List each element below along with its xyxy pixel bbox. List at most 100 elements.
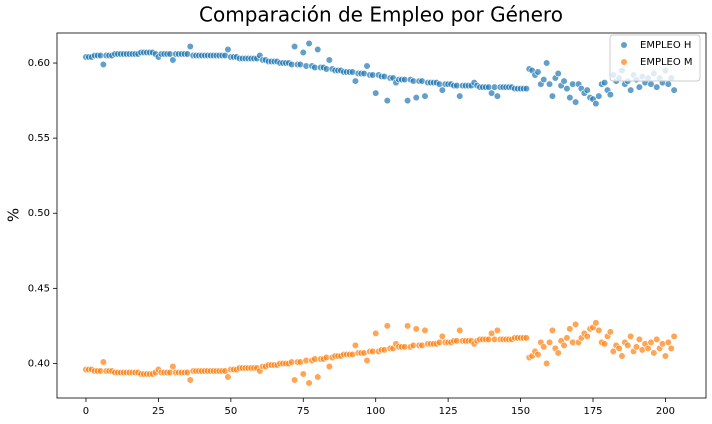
point: [572, 320, 580, 328]
point: [438, 86, 446, 94]
point: [314, 373, 322, 381]
point: [351, 77, 360, 85]
y-tick-label: 0.60: [28, 58, 50, 69]
point: [540, 343, 548, 351]
point: [325, 362, 333, 371]
point: [487, 89, 496, 97]
point: [653, 83, 661, 91]
point: [224, 45, 232, 54]
point: [169, 362, 177, 371]
point: [186, 42, 194, 51]
legend-marker: [620, 58, 628, 66]
x-tick-label: 200: [656, 406, 675, 417]
point: [290, 42, 299, 51]
point: [592, 319, 600, 327]
legend-marker: [620, 41, 628, 49]
point: [543, 359, 551, 368]
point: [624, 341, 632, 350]
point: [583, 86, 591, 94]
point: [667, 344, 675, 353]
point: [572, 98, 580, 106]
point: [351, 341, 360, 350]
point: [600, 78, 609, 87]
legend-label: EMPLEO M: [640, 57, 693, 68]
point: [493, 326, 501, 335]
point: [554, 69, 562, 78]
point: [403, 96, 412, 105]
point: [325, 56, 333, 64]
point: [534, 350, 542, 359]
point: [635, 83, 643, 91]
point: [647, 338, 655, 347]
point: [522, 334, 530, 342]
point: [456, 326, 464, 335]
point: [169, 56, 177, 64]
point: [299, 370, 307, 378]
point: [383, 96, 391, 105]
point: [627, 86, 635, 94]
y-axis-label: %: [5, 208, 23, 222]
chart-title: Comparación de Empleo por Género: [199, 3, 563, 27]
point: [543, 59, 551, 67]
point: [609, 347, 617, 356]
point: [600, 340, 609, 348]
point: [314, 45, 322, 54]
point: [606, 328, 614, 336]
point: [583, 332, 591, 341]
point: [487, 329, 496, 338]
x-tick-label: 75: [297, 406, 310, 417]
point: [627, 332, 635, 341]
x-tick-label: 0: [83, 406, 89, 417]
point: [412, 93, 420, 102]
point: [563, 334, 571, 342]
x-tick-label: 125: [439, 406, 458, 417]
point: [363, 356, 371, 365]
x-tick-label: 150: [511, 406, 530, 417]
point: [534, 68, 542, 76]
point: [566, 93, 574, 102]
x-tick-label: 25: [152, 406, 165, 417]
point: [592, 99, 600, 108]
x-tick-label: 100: [366, 406, 385, 417]
point: [224, 373, 232, 381]
x-tick-label: 175: [583, 406, 602, 417]
point: [186, 376, 194, 384]
point: [670, 332, 678, 341]
legend-label: EMPLEO H: [640, 40, 691, 51]
point: [548, 326, 557, 335]
point: [563, 84, 571, 93]
point: [383, 322, 391, 330]
point: [661, 352, 670, 360]
point: [540, 75, 548, 84]
point: [650, 349, 658, 357]
point: [372, 89, 380, 97]
point: [421, 326, 429, 335]
point: [290, 376, 299, 384]
point: [545, 338, 554, 347]
point: [403, 322, 412, 330]
legend-box: [609, 34, 701, 82]
point: [670, 86, 678, 94]
point: [299, 48, 307, 57]
point: [554, 349, 562, 357]
point: [560, 341, 568, 350]
point: [493, 92, 501, 100]
point: [664, 338, 672, 347]
y-tick-label: 0.55: [28, 133, 50, 144]
point: [615, 344, 623, 353]
point: [412, 325, 420, 333]
point: [635, 335, 643, 344]
point: [566, 325, 574, 333]
point: [548, 92, 557, 100]
point: [545, 80, 554, 88]
point: [560, 77, 568, 85]
point: [618, 352, 626, 360]
point: [99, 60, 107, 69]
point: [363, 62, 371, 70]
point: [421, 92, 429, 100]
x-tick-label: 50: [224, 406, 237, 417]
point: [305, 39, 313, 48]
point: [632, 343, 641, 351]
point: [595, 326, 603, 335]
